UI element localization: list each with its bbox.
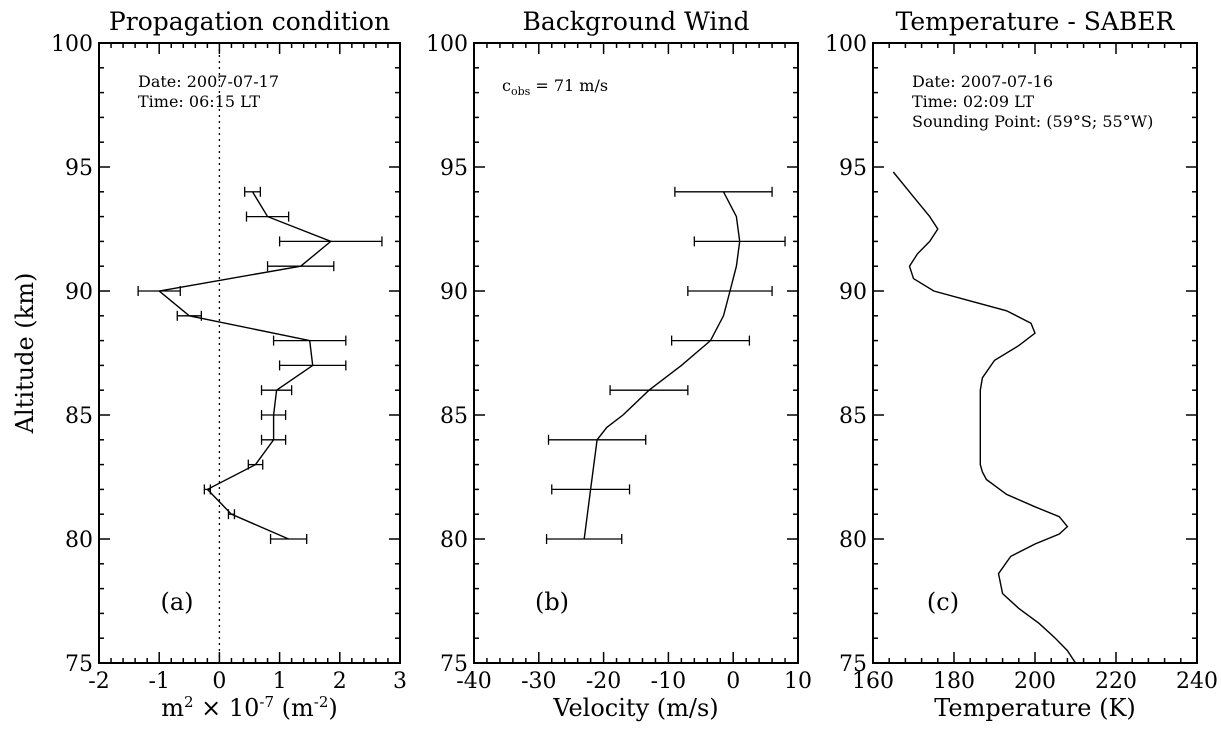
x-tick-label: 240 [1176,669,1218,694]
x-axis-label-sup: -7 [259,693,274,711]
x-axis-label-part: (m [274,694,314,722]
panel-label: (b) [535,588,569,616]
x-tick-label: -20 [586,669,621,694]
x-axis-label-part: × 10 [194,694,260,722]
x-tick-label: -1 [148,669,169,694]
x-axis-label-part: m [161,694,184,722]
x-tick-label: 1 [273,669,287,694]
y-tick-label: 75 [839,652,867,677]
y-tick-label: 80 [440,528,468,553]
x-tick-label: 0 [212,669,226,694]
y-tick-label: 75 [440,652,468,677]
y-tick-label: 95 [440,156,468,181]
panel-label: (c) [927,588,959,616]
y-tick-label: 100 [51,32,93,57]
panel-c: Temperature - SABER 75 80 85 90 95 100 160 180 20… [825,7,1218,722]
y-axis-label: Altitude (km) [11,273,39,435]
annotation-phase-speed: cobs = 71 m/s [502,76,608,98]
x-tick-label: 200 [1014,669,1056,694]
chart-title: Background Wind [523,7,750,36]
x-tick-label: -2 [88,669,109,694]
y-tick-label: 80 [839,528,867,553]
x-axis-label: Temperature (K) [934,694,1136,722]
annotation-line: Date: 2007-07-17 [138,72,279,91]
panel-label: (a) [160,588,193,616]
x-axis-label-sup: -2 [314,693,329,711]
y-tick-label: 100 [825,32,867,57]
x-tick-label: 180 [933,669,975,694]
y-tick-label: 85 [440,404,468,429]
panel-a: Propagation condition 75 80 85 90 95 100 -2 -1 0 1… [51,7,407,722]
annotation-part: c [502,76,511,95]
y-tick-label: 90 [839,280,867,305]
chart-title: Propagation condition [109,7,390,36]
x-tick-label: 0 [726,669,740,694]
series-line [583,191,741,540]
y-tick-label: 75 [65,652,93,677]
x-tick-label: -10 [651,669,686,694]
x-tick-label: 3 [393,669,407,694]
plot-frame [473,42,799,664]
annotation-part: = 71 m/s [530,76,608,95]
x-axis-label: Velocity (m/s) [552,694,718,722]
plot-frame [98,42,401,664]
x-tick-label: -30 [521,669,556,694]
x-tick-label: 160 [852,669,894,694]
plot-frame [872,42,1198,664]
x-tick-label: 220 [1095,669,1137,694]
x-axis-label: m2 × 10-7 (m-2) [161,693,338,722]
annotation-line: Time: 06:15 LT [138,92,260,111]
chart-title: Temperature - SABER [896,7,1176,36]
series-line [892,171,1077,664]
x-tick-label: -40 [456,669,491,694]
x-axis-label-sup: 2 [184,693,194,711]
y-tick-label: 85 [839,404,867,429]
y-tick-label: 95 [65,156,93,181]
x-axis-label-part: ) [328,694,337,722]
x-tick-label: 10 [784,669,812,694]
y-tick-label: 80 [65,528,93,553]
x-tick-label: 2 [333,669,347,694]
y-tick-label: 85 [65,404,93,429]
annotation-line: Time: 02:09 LT [912,92,1034,111]
annotation-line: Sounding Point: (59°S; 55°W) [912,112,1153,131]
y-tick-label: 90 [65,280,93,305]
annotation-subscript: obs [511,85,531,98]
y-tick-label: 90 [440,280,468,305]
y-tick-label: 95 [839,156,867,181]
y-tick-label: 100 [426,32,468,57]
annotation-line: Date: 2007-07-16 [912,72,1053,91]
